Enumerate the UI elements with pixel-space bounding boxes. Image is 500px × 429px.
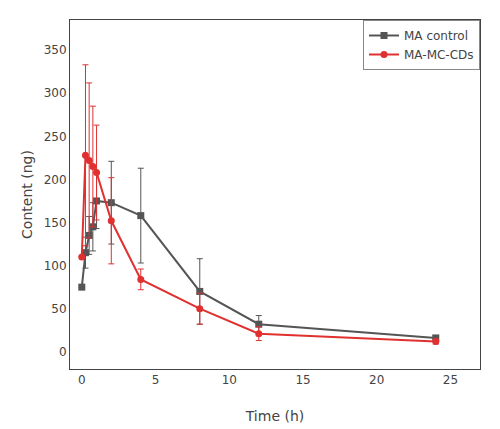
svg-text:300: 300: [44, 86, 67, 100]
svg-text:0: 0: [59, 345, 67, 359]
svg-text:150: 150: [44, 216, 67, 230]
svg-text:Time (h): Time (h): [245, 408, 305, 424]
svg-text:MA control: MA control: [404, 29, 468, 43]
svg-text:0: 0: [78, 373, 86, 387]
svg-text:20: 20: [369, 373, 384, 387]
svg-text:Content (ng): Content (ng): [19, 150, 35, 239]
svg-text:200: 200: [44, 173, 67, 187]
svg-text:350: 350: [44, 43, 67, 57]
svg-text:50: 50: [51, 302, 66, 316]
svg-text:25: 25: [443, 373, 458, 387]
svg-text:MA-MC-CDs: MA-MC-CDs: [404, 48, 474, 62]
svg-text:15: 15: [295, 373, 310, 387]
svg-text:250: 250: [44, 130, 67, 144]
svg-text:5: 5: [152, 373, 160, 387]
svg-text:10: 10: [222, 373, 237, 387]
svg-text:100: 100: [44, 259, 67, 273]
